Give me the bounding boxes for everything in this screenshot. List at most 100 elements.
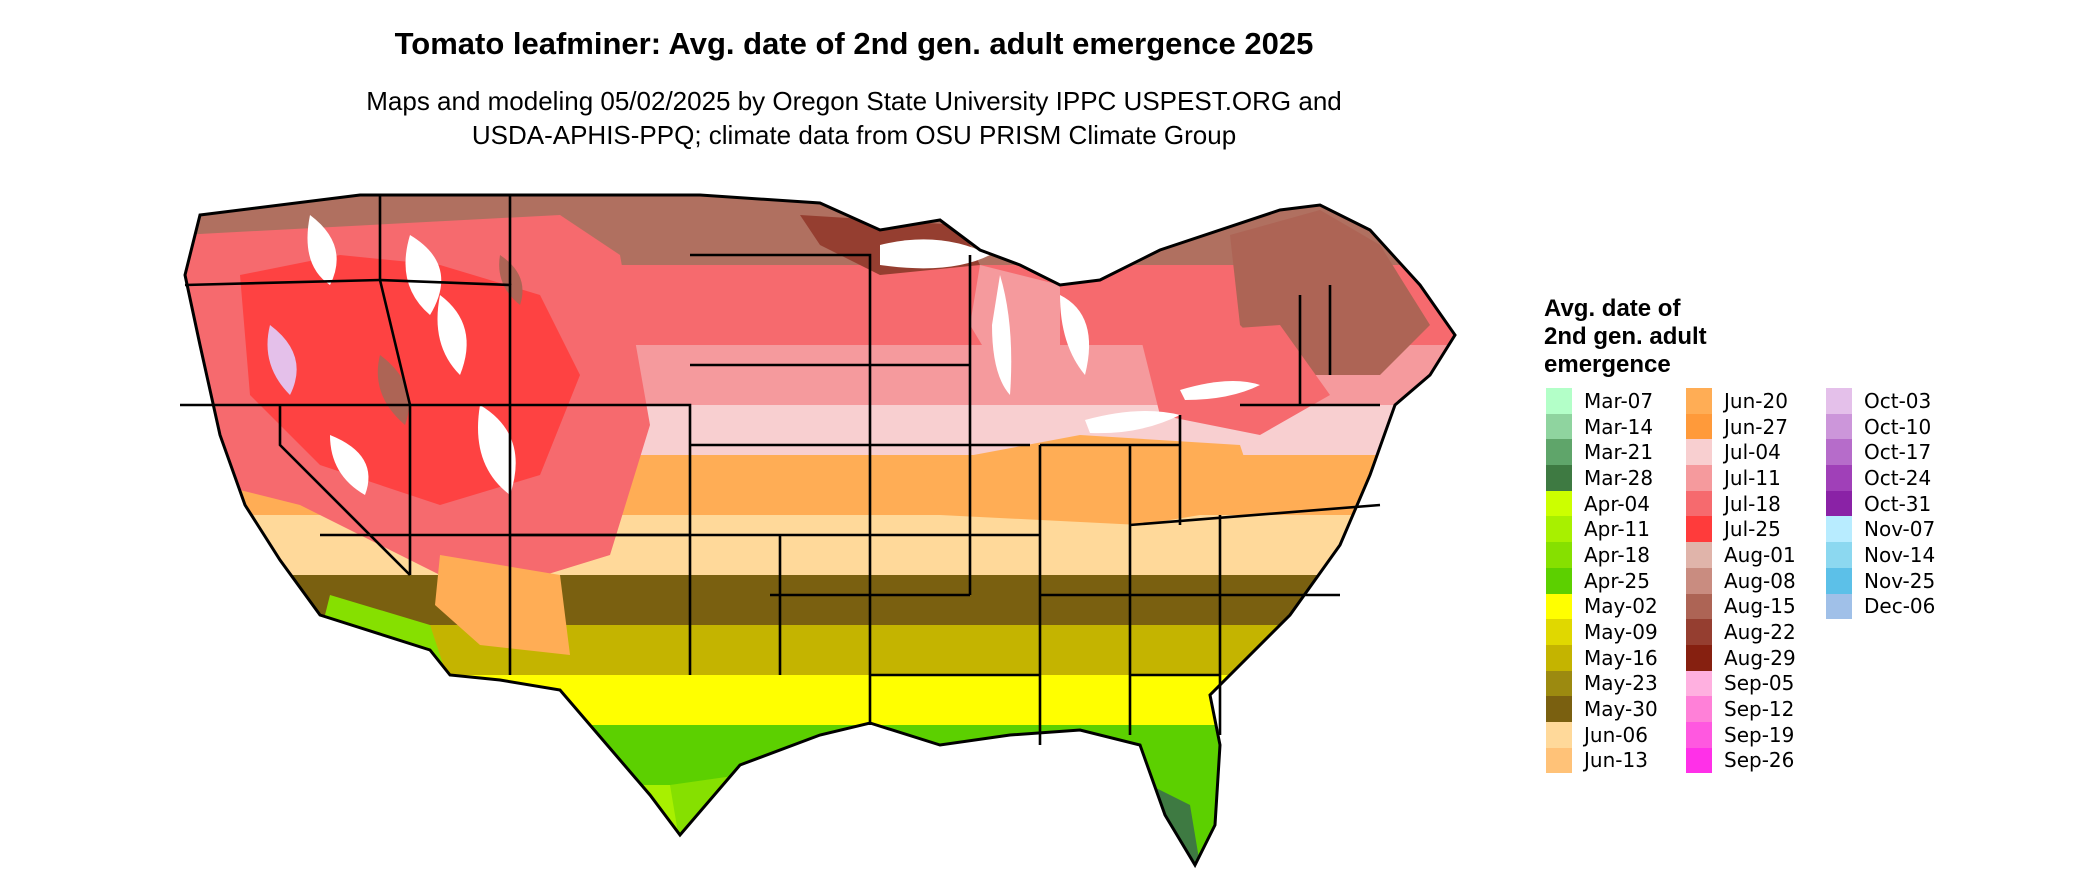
legend-swatch [1686,490,1712,517]
legend-label: Nov-14 [1864,542,1936,567]
legend-item: May-02 [1546,593,1658,620]
legend-label: Sep-26 [1724,748,1795,773]
legend-item: Oct-17 [1826,439,1935,466]
legend-swatch [1686,413,1712,440]
legend-title-line: emergence [1544,351,1671,378]
legend-swatch [1546,516,1572,543]
legend-swatch [1546,465,1572,491]
legend-item: Mar-28 [1546,465,1658,491]
legend-swatch [1546,696,1572,722]
legend-swatch [1686,644,1712,671]
legend-label: May-16 [1584,645,1658,670]
legend-label: Aug-22 [1724,620,1796,645]
legend-title-line: Avg. date of [1544,295,1681,322]
map-subtitle: Maps and modeling 05/02/2025 by Oregon S… [0,84,1708,152]
legend-item: Mar-14 [1546,413,1658,440]
legend-label: Mar-07 [1584,388,1654,413]
legend-swatch [1826,465,1852,491]
legend-item: Jul-25 [1686,516,1796,543]
legend-item: Jul-11 [1686,465,1796,491]
map-title: Tomato leafminer: Avg. date of 2nd gen. … [394,26,1314,61]
legend-swatch [1686,619,1712,645]
legend-item: Jun-27 [1686,413,1796,440]
legend-label: Sep-19 [1724,722,1795,747]
legend-label: Aug-15 [1724,594,1796,619]
legend-label: May-30 [1584,697,1658,722]
legend-item: Oct-31 [1826,490,1935,517]
legend-label: Apr-04 [1584,491,1650,516]
legend-swatch [1546,593,1572,620]
legend-label: Sep-12 [1724,697,1795,722]
legend-swatch [1826,516,1852,543]
legend-item: Sep-26 [1686,747,1796,774]
legend-item: Oct-24 [1826,465,1935,491]
legend-label: Oct-24 [1864,465,1932,490]
legend-label: Aug-08 [1724,568,1796,593]
legend-item: Jul-04 [1686,439,1796,466]
legend-item: Dec-06 [1826,593,1936,620]
legend-swatch [1686,439,1712,466]
legend-item: May-30 [1546,696,1658,722]
legend-swatch [1826,439,1852,466]
legend-item: Sep-12 [1686,696,1796,722]
legend-label: Jul-18 [1724,491,1781,516]
legend-label: Jun-20 [1724,388,1788,413]
legend-swatch [1826,388,1852,414]
state-boundaries [180,195,1381,745]
legend-item: Sep-05 [1686,670,1796,697]
legend-title: Avg. date of 2nd gen. adult emergence [1544,295,1804,379]
legend-swatch [1546,490,1572,517]
legend-label: Mar-21 [1584,440,1654,465]
legend-label: Jun-06 [1584,722,1648,747]
legend-column-3: Oct-03 Oct-10 Oct-17 Oct-24 Oct-31 Nov-07 Nov-… [1826,388,1936,620]
legend-item: Apr-18 [1546,542,1658,568]
legend-label: Nov-25 [1864,568,1936,593]
legend-swatch [1546,542,1572,568]
legend-swatch [1826,413,1852,440]
legend-item: Sep-19 [1686,721,1796,748]
legend-swatch [1686,670,1712,697]
legend-label: Aug-01 [1724,542,1796,567]
legend-item: Mar-07 [1546,388,1658,414]
legend-swatch [1686,696,1712,722]
conus-emergence-map [180,193,1457,869]
legend-swatch [1826,567,1852,594]
legend-item: Nov-25 [1826,567,1936,594]
legend-swatch [1686,388,1712,414]
legend-swatch [1686,542,1712,568]
legend-label: Mar-28 [1584,465,1654,490]
legend-item: May-16 [1546,644,1658,671]
legend-label: Jul-11 [1724,465,1781,490]
legend-swatch [1546,721,1572,748]
legend-label: Sep-05 [1724,671,1795,696]
legend-swatch [1546,567,1572,594]
legend-swatch [1826,490,1852,517]
legend-swatch [1546,439,1572,466]
legend-swatch [1686,747,1712,774]
legend-label: May-02 [1584,594,1658,619]
legend-label: Apr-25 [1584,568,1650,593]
legend-item: Aug-22 [1686,619,1796,645]
legend-swatch [1546,619,1572,645]
legend-item: Nov-07 [1826,516,1935,543]
legend-item: Aug-01 [1686,542,1796,568]
legend-item: Oct-10 [1826,413,1935,440]
subtitle-line-1: Maps and modeling 05/02/2025 by Oregon S… [366,86,1342,116]
legend-item: Apr-25 [1546,567,1658,594]
legend-label: Oct-03 [1864,388,1932,413]
legend-item: Jun-13 [1546,747,1658,774]
legend-label: Apr-18 [1584,542,1650,567]
legend-swatch [1546,670,1572,697]
legend-swatch [1686,516,1712,543]
legend-label: May-23 [1584,671,1658,696]
legend-label: Jun-27 [1724,414,1788,439]
legend-label: Dec-06 [1864,594,1936,619]
legend-label: Oct-31 [1864,491,1932,516]
legend-item: Aug-08 [1686,567,1796,594]
legend-label: Oct-17 [1864,440,1932,465]
legend-title-line: 2nd gen. adult [1544,323,1707,350]
legend-swatch [1826,542,1852,568]
legend-label: Oct-10 [1864,414,1932,439]
legend-swatch [1826,593,1852,620]
legend-swatch [1686,465,1712,491]
